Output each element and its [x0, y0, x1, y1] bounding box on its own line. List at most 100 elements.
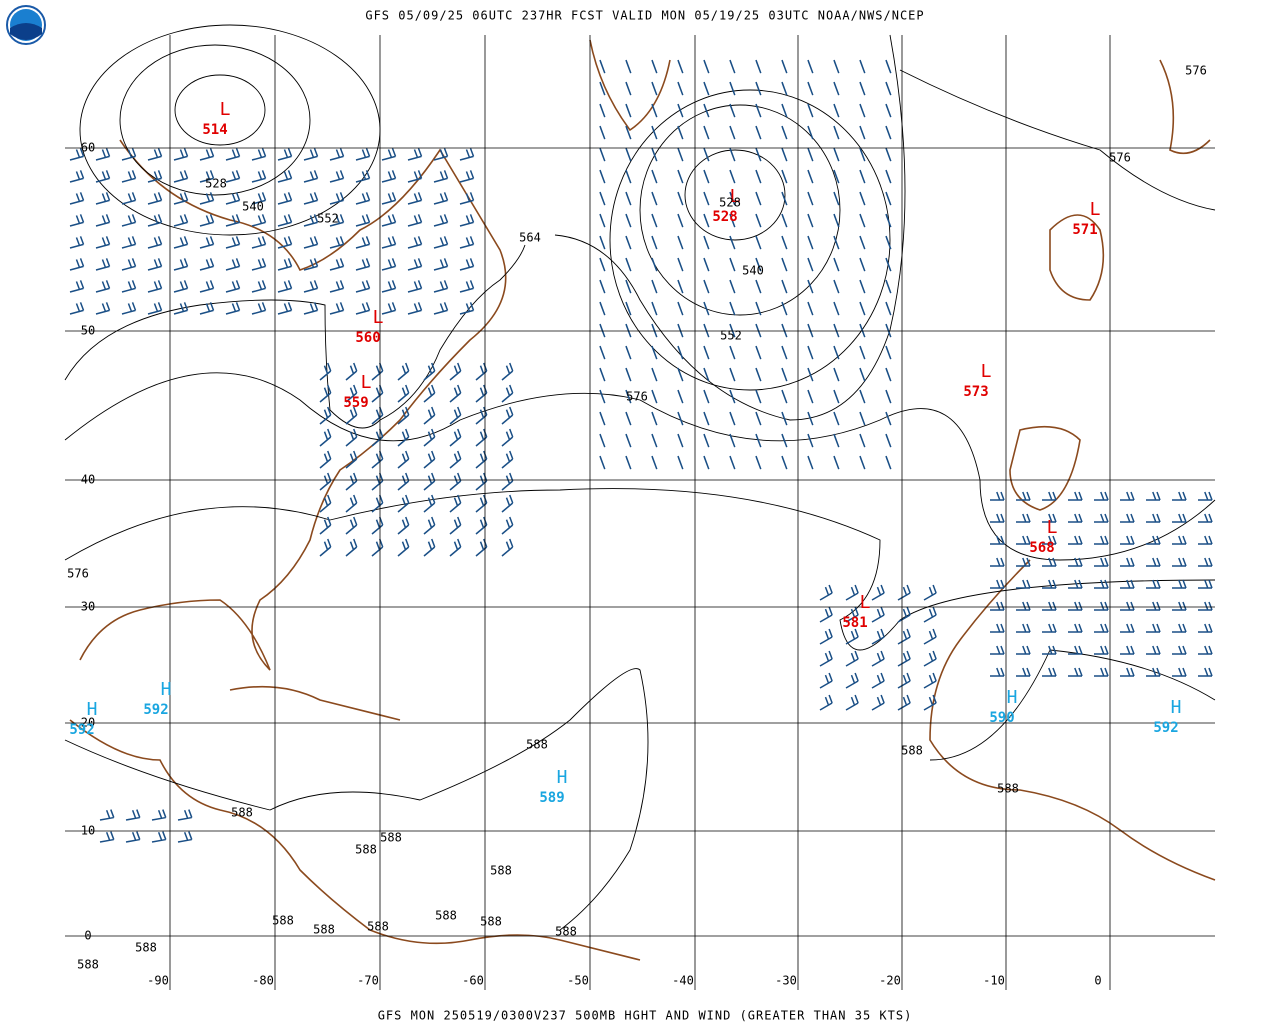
wind-barb [755, 301, 762, 316]
wind-barb [807, 433, 814, 448]
contour-label: 576 [1185, 64, 1207, 78]
wind-barb [433, 214, 449, 227]
map-layers [64, 24, 1216, 961]
wind-barb [807, 59, 814, 74]
wind-barb [845, 650, 859, 667]
center-letter: L [361, 372, 372, 393]
wind-barb [407, 236, 423, 249]
contour-label: 588 [355, 843, 377, 857]
wind-barb [1198, 623, 1213, 633]
wind-barb [303, 280, 319, 293]
wind-barb [397, 384, 410, 403]
wind-barb [885, 323, 892, 338]
wind-barb [885, 301, 892, 316]
latitude-label: 20 [81, 716, 95, 730]
graticule [65, 35, 1215, 990]
wind-barb [345, 384, 358, 403]
wind-barb [625, 345, 632, 360]
wind-barb [923, 650, 937, 667]
wind-barb [177, 809, 193, 821]
wind-barb [729, 147, 736, 162]
wind-barb [381, 302, 397, 315]
wind-barb [303, 148, 319, 161]
wind-barb [599, 301, 606, 316]
wind-barb [807, 257, 814, 272]
wind-barb [423, 384, 436, 403]
wind-barb [1016, 623, 1031, 633]
map-title: GFS 05/09/25 06UTC 237HR FCST VALID MON … [365, 9, 924, 23]
wind-barb [329, 170, 345, 183]
wind-barb [251, 148, 267, 161]
wind-barb [121, 302, 137, 315]
center-letter: L [730, 186, 741, 207]
wind-barb [251, 170, 267, 183]
wind-barb [1016, 535, 1031, 545]
wind-barb [885, 367, 892, 382]
wind-barb [423, 362, 436, 381]
wind-barb [703, 279, 710, 294]
wind-barb [1198, 579, 1213, 589]
wind-barb [459, 192, 475, 205]
wind-barb [355, 280, 371, 293]
wind-barb [501, 450, 514, 469]
wind-barb [807, 103, 814, 118]
wind-barb [703, 103, 710, 118]
wind-barb [729, 367, 736, 382]
wind-barb [1042, 601, 1057, 611]
wind-barb [1146, 491, 1161, 501]
wind-barb [199, 170, 215, 183]
wind-barb [1094, 579, 1109, 589]
wind-barb [845, 694, 859, 711]
wind-barb [651, 59, 658, 74]
wind-barb [781, 257, 788, 272]
longitude-label: -40 [672, 974, 694, 988]
wind-barb [501, 516, 514, 535]
coastline [79, 139, 507, 671]
wind-barb [147, 280, 163, 293]
wind-barb [833, 389, 840, 404]
contour-label: 588 [435, 909, 457, 923]
contour-label: 588 [555, 925, 577, 939]
wind-barb [1094, 535, 1109, 545]
wind-barb [885, 257, 892, 272]
wind-barb [599, 455, 606, 470]
wind-barb [433, 192, 449, 205]
wind-barb [885, 125, 892, 140]
wind-barb [69, 192, 85, 205]
wind-barb [199, 192, 215, 205]
wind-barb [923, 694, 937, 711]
wind-barb [755, 147, 762, 162]
wind-barb [449, 384, 462, 403]
wind-barb [703, 345, 710, 360]
wind-barb [599, 389, 606, 404]
wind-barb [501, 362, 514, 381]
longitude-label: 0 [1094, 974, 1101, 988]
wind-barb [1094, 623, 1109, 633]
wind-barb [781, 59, 788, 74]
wind-barb [781, 345, 788, 360]
center-value: 560 [355, 330, 380, 346]
center-letter: H [87, 699, 98, 720]
wind-barb [1016, 513, 1031, 523]
wind-barb [819, 694, 833, 711]
wind-barb [303, 258, 319, 271]
wind-barb [1120, 601, 1135, 611]
wind-barb [407, 170, 423, 183]
wind-barb [277, 302, 293, 315]
longitude-label: -60 [462, 974, 484, 988]
wind-barb [599, 367, 606, 382]
wind-barb [651, 389, 658, 404]
wind-barb [703, 125, 710, 140]
contour-label: 540 [242, 200, 264, 214]
center-value: 589 [539, 790, 564, 806]
wind-barb [677, 103, 684, 118]
wind-barb [199, 214, 215, 227]
wind-barb [833, 301, 840, 316]
wind-barb [251, 258, 267, 271]
contour-label: 588 [380, 831, 402, 845]
wind-barb [251, 236, 267, 249]
wind-barb [885, 345, 892, 360]
wind-barb [99, 831, 115, 843]
wind-barb [703, 213, 710, 228]
wind-barb [1172, 601, 1187, 611]
